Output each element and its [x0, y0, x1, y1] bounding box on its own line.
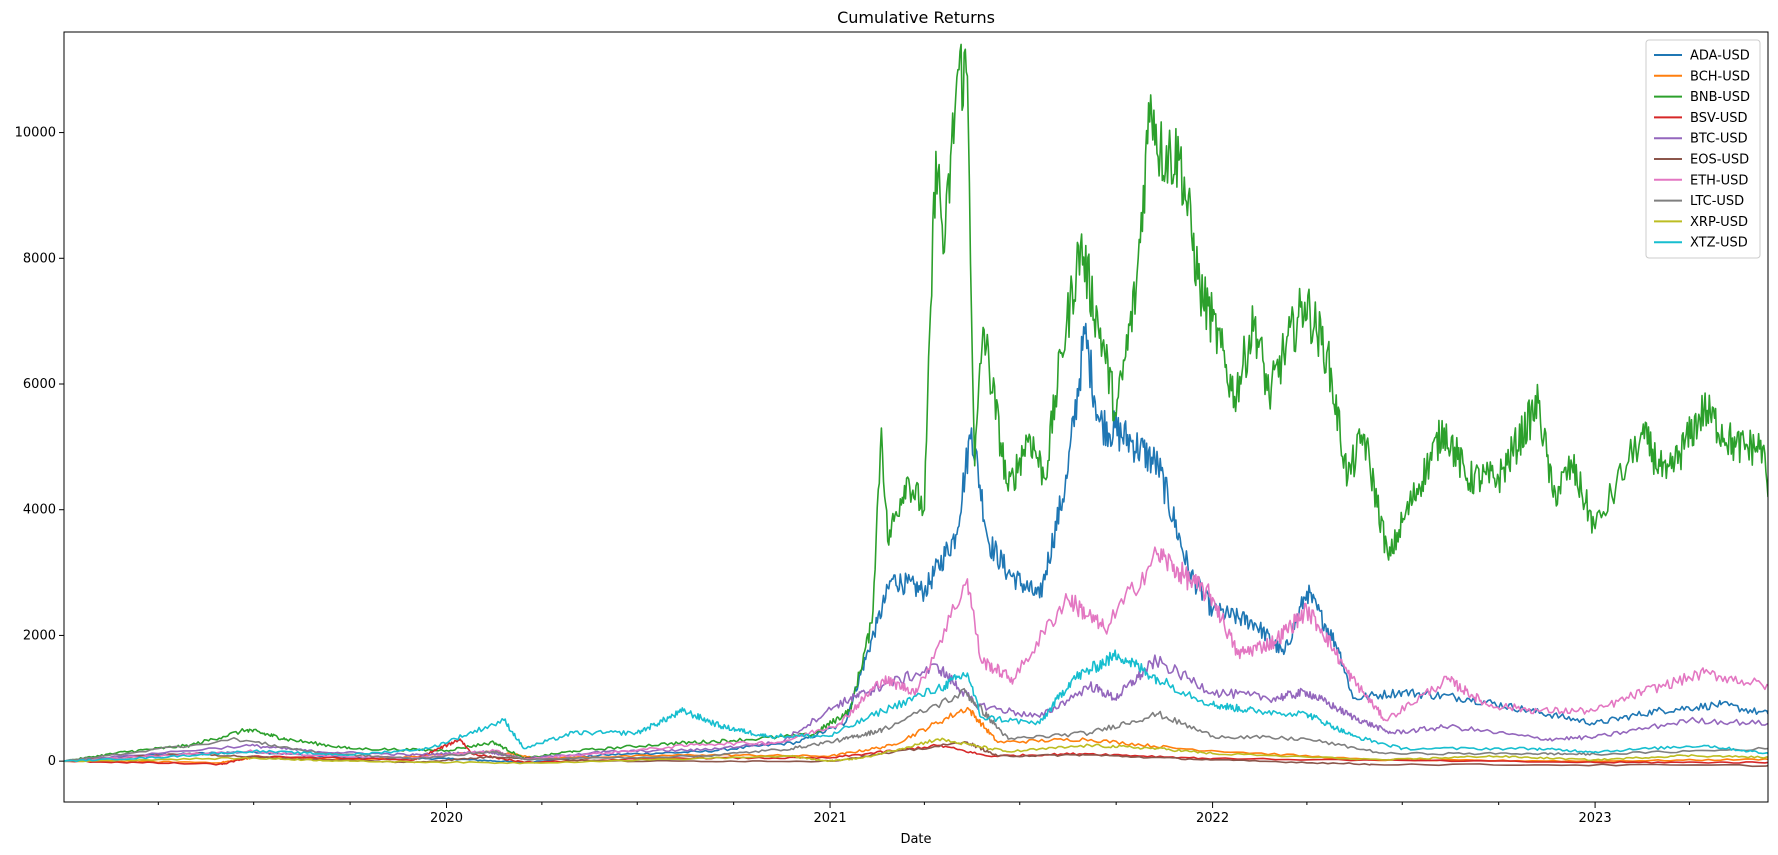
series-line-ltc-usd — [64, 687, 1768, 762]
legend-label: BSV-USD — [1690, 111, 1748, 126]
plot-frame — [63, 31, 1769, 803]
x-axis-label: Date — [900, 832, 931, 847]
series-line-xrp-usd — [64, 737, 1768, 765]
legend-label: LTC-USD — [1690, 194, 1744, 209]
y-axis: 0 2000 4000 6000 8000 10000 — [15, 126, 64, 769]
legend-label: XRP-USD — [1690, 215, 1748, 230]
series-line-xtz-usd — [64, 649, 1768, 763]
legend-label: ADA-USD — [1690, 49, 1750, 64]
x-tick-label: 2023 — [1579, 811, 1612, 826]
y-tick-label: 6000 — [23, 377, 56, 392]
series-lines — [64, 43, 1768, 768]
series-line-bnb-usd — [64, 43, 1768, 763]
legend-label: XTZ-USD — [1690, 236, 1748, 251]
legend-box — [1645, 39, 1761, 259]
legend: ADA-USD BCH-USD BNB-USD BSV-USD BTC-USD EOS-U… — [1645, 39, 1761, 259]
y-tick-label: 0 — [48, 754, 56, 769]
x-tick-label: 2020 — [430, 811, 463, 826]
y-tick-label: 4000 — [23, 503, 56, 518]
y-tick-label: 2000 — [23, 628, 56, 643]
y-tick-label: 10000 — [15, 126, 56, 141]
x-axis: 2020 2021 2022 2023 — [157, 802, 1690, 826]
legend-label: BCH-USD — [1690, 69, 1750, 84]
y-tick-label: 8000 — [23, 251, 56, 266]
x-tick-label: 2021 — [814, 811, 847, 826]
x-tick-label: 2022 — [1196, 811, 1229, 826]
chart-title: Cumulative Returns — [837, 8, 995, 27]
legend-label: EOS-USD — [1690, 153, 1749, 168]
legend-label: BNB-USD — [1690, 90, 1750, 105]
legend-label: BTC-USD — [1690, 132, 1748, 147]
legend-label: ETH-USD — [1690, 173, 1748, 188]
